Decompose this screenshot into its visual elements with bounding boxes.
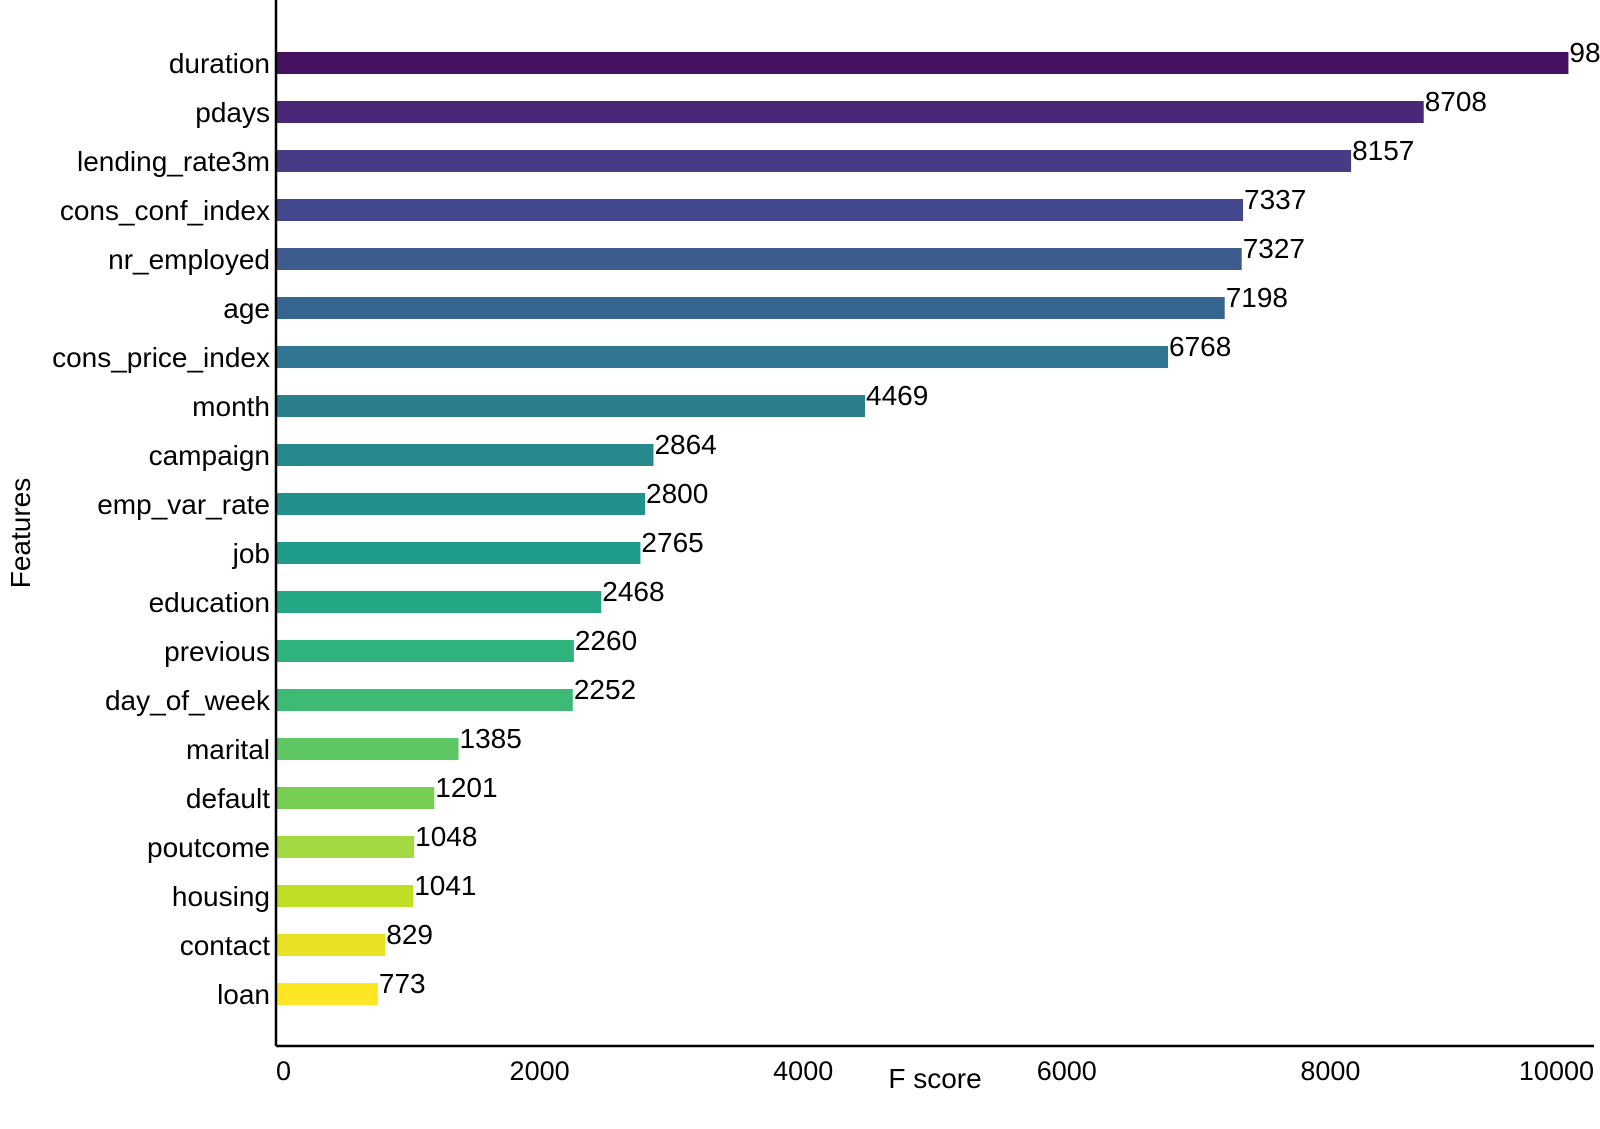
category-label-contact: contact [180, 930, 270, 961]
category-label-loan: loan [217, 979, 270, 1010]
value-label-marital: 1385 [460, 723, 522, 754]
category-label-duration: duration [169, 48, 270, 79]
x-tick-label-0: 0 [276, 1056, 291, 1086]
x-tick-label-10000: 10000 [1519, 1056, 1594, 1086]
value-label-cons_price_index: 6768 [1169, 331, 1231, 362]
bar-education [276, 591, 602, 613]
value-label-age: 7198 [1226, 282, 1288, 313]
bar-job [276, 542, 641, 564]
bar-nr_employed [276, 248, 1242, 270]
bar-month [276, 395, 866, 417]
value-label-previous: 2260 [575, 625, 637, 656]
category-label-cons_price_index: cons_price_index [52, 342, 270, 373]
value-label-housing: 1041 [414, 870, 476, 901]
category-label-marital: marital [186, 734, 270, 765]
category-label-lending_rate3m: lending_rate3m [77, 146, 270, 177]
value-label-contact: 829 [386, 919, 433, 950]
value-label-poutcome: 1048 [415, 821, 477, 852]
bar-pdays [276, 101, 1424, 123]
value-label-nr_employed: 7327 [1243, 233, 1305, 264]
bar-contact [276, 934, 386, 956]
category-label-cons_conf_index: cons_conf_index [60, 195, 270, 226]
x-ticks-layer: 0 2000 4000 6000 8000 10000 [276, 1056, 1594, 1086]
category-label-month: month [192, 391, 270, 422]
y-axis-label: Features [5, 478, 36, 589]
axes-layer [274, 0, 1594, 1048]
bar-day_of_week [276, 689, 573, 711]
category-label-age: age [223, 293, 270, 324]
category-label-default: default [186, 783, 270, 814]
category-label-pdays: pdays [195, 97, 270, 128]
x-axis-label: F score [888, 1063, 981, 1094]
value-label-campaign: 2864 [654, 429, 716, 460]
bar-poutcome [276, 836, 415, 858]
category-label-nr_employed: nr_employed [108, 244, 270, 275]
bar-campaign [276, 444, 654, 466]
category-label-housing: housing [172, 881, 270, 912]
value-label-day_of_week: 2252 [574, 674, 636, 705]
x-tick-label-8000: 8000 [1300, 1056, 1360, 1086]
bars-layer: 9806 8708 8157 7337 7327 7198 6768 4469 2864 2800… [276, 37, 1600, 1005]
category-label-previous: previous [164, 636, 270, 667]
bar-marital [276, 738, 459, 760]
bar-age [276, 297, 1225, 319]
category-label-campaign: campaign [149, 440, 270, 471]
value-label-emp_var_rate: 2800 [646, 478, 708, 509]
value-label-lending_rate3m: 8157 [1352, 135, 1414, 166]
bar-emp_var_rate [276, 493, 646, 515]
value-label-default: 1201 [435, 772, 497, 803]
value-label-cons_conf_index: 7337 [1244, 184, 1306, 215]
bar-default [276, 787, 435, 809]
category-labels-layer: duration pdays lending_rate3m cons_conf_ind… [52, 48, 271, 1010]
value-label-job: 2765 [641, 527, 703, 558]
value-label-pdays: 8708 [1425, 86, 1487, 117]
bar-duration [276, 52, 1569, 74]
x-tick-label-2000: 2000 [510, 1056, 570, 1086]
x-tick-label-6000: 6000 [1037, 1056, 1097, 1086]
value-label-month: 4469 [866, 380, 928, 411]
category-label-poutcome: poutcome [147, 832, 270, 863]
value-label-loan: 773 [379, 968, 426, 999]
category-label-job: job [232, 538, 270, 569]
category-label-emp_var_rate: emp_var_rate [97, 489, 270, 520]
bar-housing [276, 885, 414, 907]
bar-previous [276, 640, 574, 662]
bar-loan [276, 983, 378, 1005]
x-tick-label-4000: 4000 [773, 1056, 833, 1086]
value-label-education: 2468 [602, 576, 664, 607]
value-label-duration: 9806 [1569, 37, 1600, 68]
bar-cons_conf_index [276, 199, 1244, 221]
bar-lending_rate3m [276, 150, 1352, 172]
bar-cons_price_index [276, 346, 1169, 368]
category-label-day_of_week: day_of_week [105, 685, 271, 716]
category-label-education: education [149, 587, 270, 618]
